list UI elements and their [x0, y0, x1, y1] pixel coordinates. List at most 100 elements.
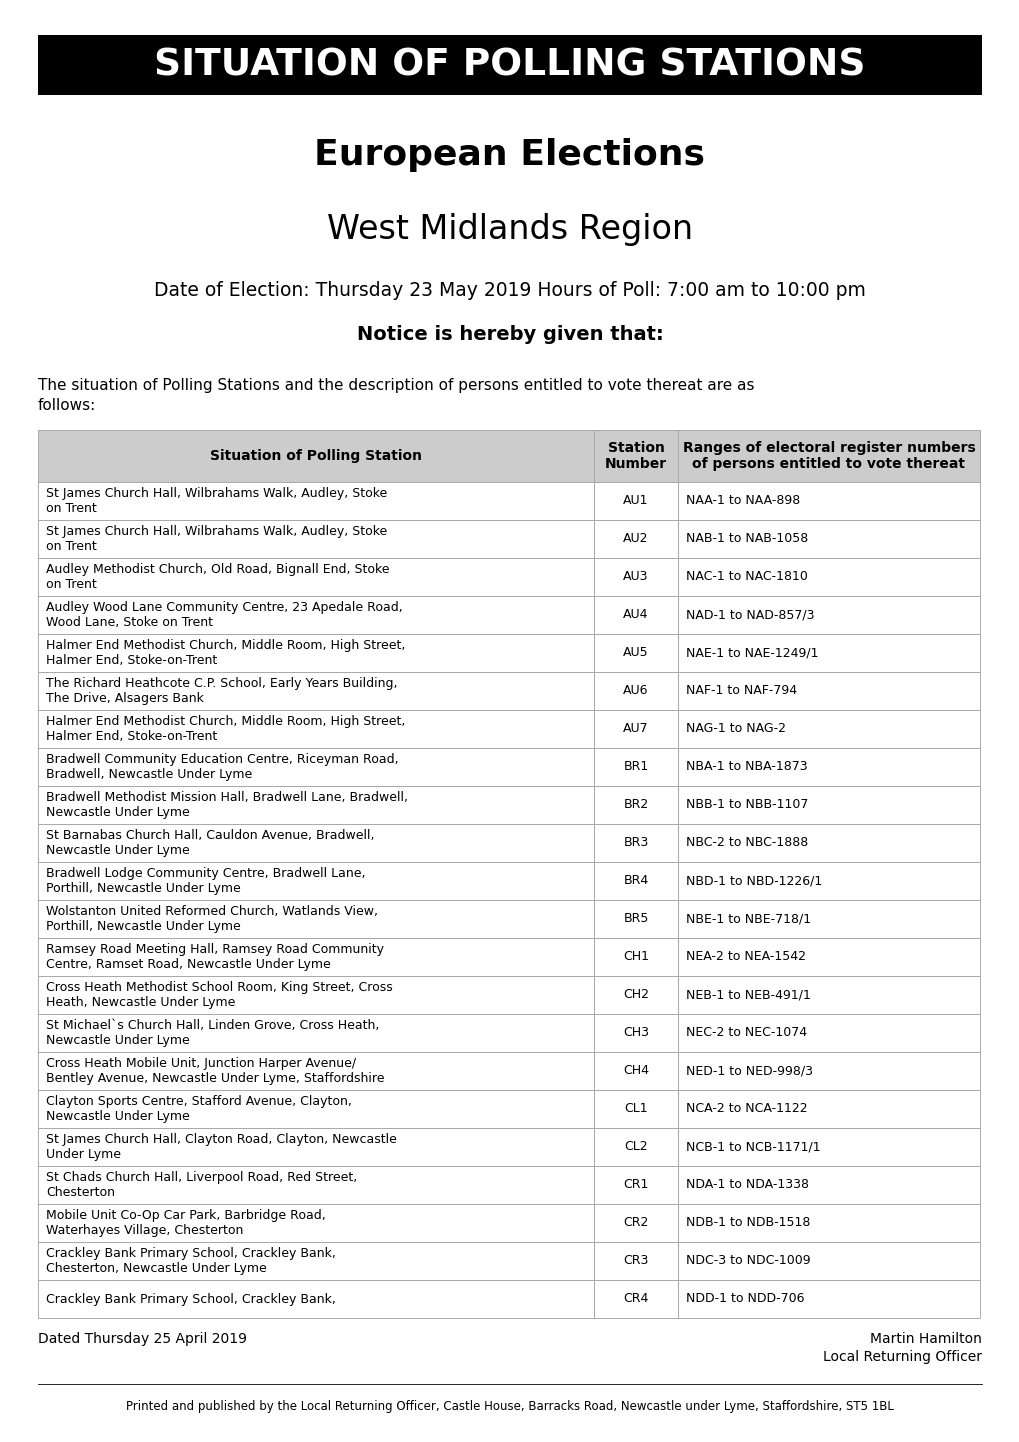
- Text: CR1: CR1: [623, 1178, 648, 1191]
- Text: Crackley Bank Primary School, Crackley Bank,: Crackley Bank Primary School, Crackley B…: [46, 1292, 335, 1305]
- Text: CR2: CR2: [623, 1217, 648, 1230]
- Bar: [38, 937, 593, 976]
- Text: Station
Number: Station Number: [604, 441, 666, 472]
- Bar: [678, 1167, 979, 1204]
- Bar: [678, 709, 979, 748]
- Bar: [38, 521, 593, 558]
- Text: NCB-1 to NCB-1171/1: NCB-1 to NCB-1171/1: [686, 1141, 820, 1154]
- Bar: [678, 748, 979, 786]
- Text: follows:: follows:: [38, 398, 96, 412]
- Text: NAC-1 to NAC-1810: NAC-1 to NAC-1810: [686, 571, 807, 584]
- Text: St Barnabas Church Hall, Cauldon Avenue, Bradwell,
Newcastle Under Lyme: St Barnabas Church Hall, Cauldon Avenue,…: [46, 829, 374, 857]
- Bar: [593, 900, 678, 937]
- Text: Bradwell Methodist Mission Hall, Bradwell Lane, Bradwell,
Newcastle Under Lyme: Bradwell Methodist Mission Hall, Bradwel…: [46, 792, 408, 819]
- Bar: [593, 596, 678, 634]
- Bar: [38, 1014, 593, 1053]
- Text: CL1: CL1: [624, 1103, 647, 1116]
- Bar: [38, 482, 593, 521]
- Text: Ranges of electoral register numbers
of persons entitled to vote thereat: Ranges of electoral register numbers of …: [682, 441, 974, 472]
- Bar: [678, 634, 979, 672]
- Bar: [678, 558, 979, 596]
- Text: NAB-1 to NAB-1058: NAB-1 to NAB-1058: [686, 532, 807, 545]
- Text: Situation of Polling Station: Situation of Polling Station: [210, 448, 422, 463]
- Text: NDC-3 to NDC-1009: NDC-3 to NDC-1009: [686, 1255, 810, 1268]
- Text: CH1: CH1: [623, 950, 648, 963]
- Text: AU4: AU4: [623, 609, 648, 622]
- Bar: [593, 430, 678, 482]
- Text: Audley Methodist Church, Old Road, Bignall End, Stoke
on Trent: Audley Methodist Church, Old Road, Bigna…: [46, 562, 389, 591]
- Bar: [593, 1242, 678, 1280]
- Text: Audley Wood Lane Community Centre, 23 Apedale Road,
Wood Lane, Stoke on Trent: Audley Wood Lane Community Centre, 23 Ap…: [46, 601, 403, 629]
- Text: Date of Election: Thursday 23 May 2019 Hours of Poll: 7:00 am to 10:00 pm: Date of Election: Thursday 23 May 2019 H…: [154, 281, 865, 300]
- Bar: [678, 937, 979, 976]
- Bar: [593, 862, 678, 900]
- Text: NBE-1 to NBE-718/1: NBE-1 to NBE-718/1: [686, 913, 810, 926]
- Text: European Elections: European Elections: [314, 138, 705, 172]
- Bar: [38, 1128, 593, 1167]
- Bar: [678, 596, 979, 634]
- Bar: [678, 976, 979, 1014]
- Text: AU5: AU5: [623, 646, 648, 659]
- Bar: [38, 823, 593, 862]
- Text: CH3: CH3: [623, 1027, 648, 1040]
- Bar: [593, 521, 678, 558]
- Text: NAF-1 to NAF-794: NAF-1 to NAF-794: [686, 685, 796, 698]
- Bar: [38, 748, 593, 786]
- Bar: [678, 482, 979, 521]
- Text: CR4: CR4: [623, 1292, 648, 1305]
- Text: BR3: BR3: [623, 836, 648, 849]
- Text: Martin Hamilton: Martin Hamilton: [869, 1332, 981, 1345]
- Bar: [678, 430, 979, 482]
- Bar: [38, 1242, 593, 1280]
- Bar: [678, 1128, 979, 1167]
- Text: Halmer End Methodist Church, Middle Room, High Street,
Halmer End, Stoke-on-Tren: Halmer End Methodist Church, Middle Room…: [46, 715, 405, 743]
- Text: Halmer End Methodist Church, Middle Room, High Street,
Halmer End, Stoke-on-Tren: Halmer End Methodist Church, Middle Room…: [46, 639, 405, 668]
- Bar: [38, 672, 593, 709]
- Text: NBD-1 to NBD-1226/1: NBD-1 to NBD-1226/1: [686, 874, 821, 887]
- Text: Printed and published by the Local Returning Officer, Castle House, Barracks Roa: Printed and published by the Local Retur…: [126, 1400, 893, 1413]
- Text: BR2: BR2: [623, 799, 648, 812]
- Bar: [678, 521, 979, 558]
- Bar: [38, 596, 593, 634]
- Text: NDB-1 to NDB-1518: NDB-1 to NDB-1518: [686, 1217, 809, 1230]
- Bar: [38, 1090, 593, 1128]
- Bar: [678, 672, 979, 709]
- Text: Clayton Sports Centre, Stafford Avenue, Clayton,
Newcastle Under Lyme: Clayton Sports Centre, Stafford Avenue, …: [46, 1094, 352, 1123]
- Text: NAG-1 to NAG-2: NAG-1 to NAG-2: [686, 722, 786, 735]
- Text: BR1: BR1: [623, 760, 648, 773]
- Bar: [593, 1204, 678, 1242]
- Bar: [593, 976, 678, 1014]
- Bar: [593, 1128, 678, 1167]
- Bar: [38, 35, 981, 95]
- Text: West Midlands Region: West Midlands Region: [327, 213, 692, 247]
- Text: AU7: AU7: [623, 722, 648, 735]
- Text: St James Church Hall, Wilbrahams Walk, Audley, Stoke
on Trent: St James Church Hall, Wilbrahams Walk, A…: [46, 525, 387, 552]
- Text: NBA-1 to NBA-1873: NBA-1 to NBA-1873: [686, 760, 807, 773]
- Bar: [38, 1280, 593, 1318]
- Text: CH4: CH4: [623, 1064, 648, 1077]
- Bar: [593, 786, 678, 823]
- Bar: [593, 558, 678, 596]
- Text: Mobile Unit Co-Op Car Park, Barbridge Road,
Waterhayes Village, Chesterton: Mobile Unit Co-Op Car Park, Barbridge Ro…: [46, 1208, 325, 1237]
- Bar: [593, 634, 678, 672]
- Bar: [678, 786, 979, 823]
- Text: The Richard Heathcote C.P. School, Early Years Building,
The Drive, Alsagers Ban: The Richard Heathcote C.P. School, Early…: [46, 676, 397, 705]
- Bar: [678, 1242, 979, 1280]
- Text: Bradwell Community Education Centre, Riceyman Road,
Bradwell, Newcastle Under Ly: Bradwell Community Education Centre, Ric…: [46, 753, 398, 782]
- Text: NAE-1 to NAE-1249/1: NAE-1 to NAE-1249/1: [686, 646, 817, 659]
- Bar: [678, 1014, 979, 1053]
- Text: NAA-1 to NAA-898: NAA-1 to NAA-898: [686, 495, 800, 508]
- Text: NEA-2 to NEA-1542: NEA-2 to NEA-1542: [686, 950, 805, 963]
- Bar: [593, 1053, 678, 1090]
- Text: NAD-1 to NAD-857/3: NAD-1 to NAD-857/3: [686, 609, 814, 622]
- Bar: [593, 430, 678, 482]
- Text: NDA-1 to NDA-1338: NDA-1 to NDA-1338: [686, 1178, 808, 1191]
- Text: CR3: CR3: [623, 1255, 648, 1268]
- Bar: [678, 900, 979, 937]
- Text: SITUATION OF POLLING STATIONS: SITUATION OF POLLING STATIONS: [154, 48, 865, 84]
- Text: AU1: AU1: [623, 495, 648, 508]
- Bar: [593, 709, 678, 748]
- Bar: [593, 1090, 678, 1128]
- Text: NCA-2 to NCA-1122: NCA-2 to NCA-1122: [686, 1103, 807, 1116]
- Text: NBC-2 to NBC-1888: NBC-2 to NBC-1888: [686, 836, 807, 849]
